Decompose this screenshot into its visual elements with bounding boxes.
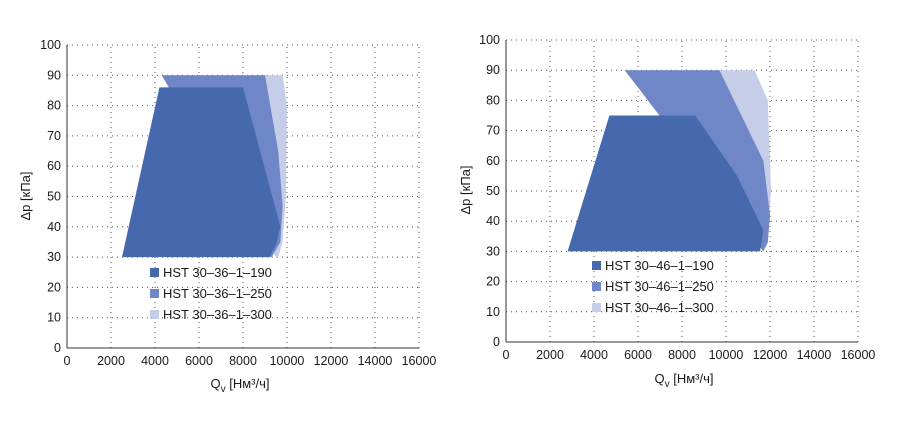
y-tick-label-left: 70 <box>47 129 61 143</box>
y-tick-label-right: 30 <box>486 244 500 258</box>
area-hst-30-36-1-190 <box>122 87 281 258</box>
plot-area-right <box>567 70 772 252</box>
x-tick-label-right: 2000 <box>536 348 564 362</box>
x-axis-label-right: Qv [Нм³/ч] <box>655 371 714 390</box>
legend-swatch-hst-30-46-1-300 <box>592 303 601 312</box>
x-tick-label-right: 4000 <box>580 348 608 362</box>
x-tick-label-right: 14000 <box>797 348 832 362</box>
chart-left: 0 2000 4000 6000 8000 10000 12000 14000 16000 0 10… <box>18 38 436 395</box>
y-tick-label-left: 50 <box>47 190 61 204</box>
legend-swatch-hst-30-46-1-250 <box>592 282 601 291</box>
axes-left <box>66 45 419 349</box>
y-axis-label-left: Δp [кПа] <box>18 171 33 220</box>
legend-label-hst-30-36-1-250: HST 30–36–1–250 <box>163 286 272 301</box>
y-tick-label-right: 100 <box>479 33 500 47</box>
legend-swatch-hst-30-36-1-250 <box>150 289 159 298</box>
y-tick-label-right: 70 <box>486 124 500 138</box>
y-tick-label-left: 80 <box>47 99 61 113</box>
legend-label-hst-30-46-1-300: HST 30–46–1–300 <box>605 300 714 315</box>
x-tick-label-right: 16000 <box>841 348 876 362</box>
y-tick-label-right: 40 <box>486 214 500 228</box>
legend-swatch-hst-30-46-1-190 <box>592 261 601 270</box>
y-tick-label-left: 0 <box>54 341 61 355</box>
x-tick-label-left: 0 <box>64 354 71 368</box>
x-tick-label-left: 16000 <box>402 354 437 368</box>
y-tick-label-left: 90 <box>47 68 61 82</box>
x-tick-label-left: 14000 <box>358 354 393 368</box>
y-tick-label-left: 30 <box>47 250 61 264</box>
legend-swatch-hst-30-36-1-190 <box>150 268 159 277</box>
x-tick-label-left: 12000 <box>314 354 349 368</box>
legend-label-hst-30-36-1-300: HST 30–36–1–300 <box>163 307 272 322</box>
y-tick-label-right: 50 <box>486 184 500 198</box>
x-tick-label-right: 8000 <box>668 348 696 362</box>
chart-right: 0 2000 4000 6000 8000 10000 12000 14000 16000 0 10… <box>458 33 875 390</box>
x-tick-label-left: 10000 <box>270 354 305 368</box>
y-tick-label-right: 20 <box>486 275 500 289</box>
area-hst-30-46-1-190 <box>567 115 764 252</box>
x-tick-label-left: 4000 <box>141 354 169 368</box>
x-tick-label-left: 8000 <box>229 354 257 368</box>
y-tick-label-left: 10 <box>47 311 61 325</box>
legend-right: HST 30–46–1–190 HST 30–46–1–250 HST 30–46–… <box>592 258 714 315</box>
y-tick-label-right: 80 <box>486 93 500 107</box>
y-tick-label-left: 40 <box>47 220 61 234</box>
y-tick-label-left: 100 <box>40 38 61 52</box>
legend-label-hst-30-46-1-250: HST 30–46–1–250 <box>605 279 714 294</box>
legend-label-hst-30-36-1-190: HST 30–36–1–190 <box>163 265 272 280</box>
axes-right <box>505 40 858 343</box>
x-tick-label-right: 10000 <box>709 348 744 362</box>
x-axis-label-left: Qv [Нм³/ч] <box>211 376 270 395</box>
y-tick-label-right: 60 <box>486 154 500 168</box>
legend-left: HST 30–36–1–190 HST 30–36–1–250 HST 30–36–… <box>150 265 272 322</box>
x-tick-label-left: 6000 <box>185 354 213 368</box>
y-tick-label-left: 60 <box>47 159 61 173</box>
x-tick-label-right: 6000 <box>624 348 652 362</box>
y-tick-label-left: 20 <box>47 280 61 294</box>
legend-swatch-hst-30-36-1-300 <box>150 310 159 319</box>
y-tick-label-right: 0 <box>493 335 500 349</box>
y-tick-label-right: 10 <box>486 305 500 319</box>
x-tick-label-right: 0 <box>503 348 510 362</box>
ticks-right: 0 2000 4000 6000 8000 10000 12000 14000 16000 0 10… <box>479 33 875 362</box>
y-tick-label-right: 90 <box>486 63 500 77</box>
plot-area-left <box>122 75 287 258</box>
y-axis-label-right: Δp [кПа] <box>458 165 473 214</box>
legend-label-hst-30-46-1-190: HST 30–46–1–190 <box>605 258 714 273</box>
x-tick-label-left: 2000 <box>97 354 125 368</box>
x-tick-label-right: 12000 <box>753 348 788 362</box>
ticks-left: 0 2000 4000 6000 8000 10000 12000 14000 16000 0 10… <box>40 38 436 368</box>
